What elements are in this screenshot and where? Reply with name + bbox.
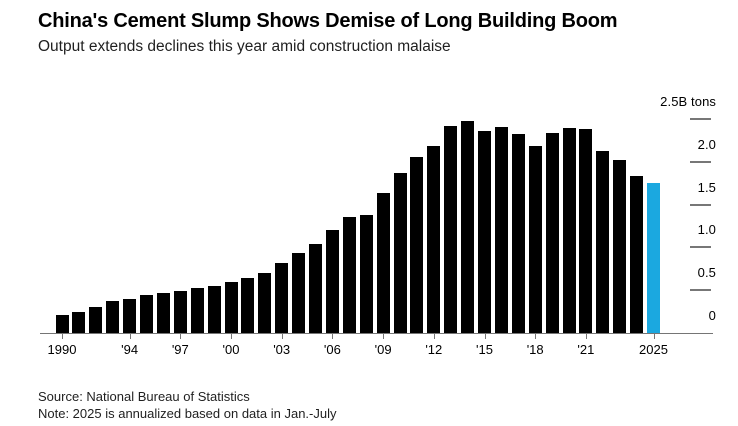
x-tick-dash bbox=[383, 334, 385, 339]
x-axis-label-1990: 1990 bbox=[47, 342, 77, 357]
y-axis-label: 1.0 bbox=[697, 222, 716, 238]
bar-2009 bbox=[376, 193, 390, 333]
chart-footer: Source: National Bureau of Statistics No… bbox=[38, 389, 728, 422]
x-axis-label-2012: '12 bbox=[425, 342, 443, 357]
bar-2024 bbox=[630, 176, 644, 333]
bar-2014 bbox=[461, 120, 475, 333]
bar-1995 bbox=[140, 295, 153, 333]
bar-2012 bbox=[427, 146, 441, 333]
y-axis-label: 0.5 bbox=[697, 265, 716, 281]
y-axis-label: 2.0 bbox=[697, 136, 716, 152]
x-axis-label-1994: '94 bbox=[121, 342, 139, 357]
x-axis-label-2018: '18 bbox=[526, 342, 544, 357]
annualized-note: Note: 2025 is annualized based on data i… bbox=[38, 405, 337, 421]
y-tick-dash bbox=[690, 160, 711, 163]
bar-2002 bbox=[258, 273, 272, 333]
bar-2023 bbox=[613, 160, 627, 333]
bar-2004 bbox=[292, 252, 306, 333]
bar-2018 bbox=[528, 146, 542, 333]
bar-1999 bbox=[207, 285, 221, 333]
bar-2001 bbox=[241, 278, 255, 333]
bar-2011 bbox=[410, 156, 424, 333]
bar-2005 bbox=[309, 243, 322, 333]
y-tick-dash bbox=[690, 289, 711, 292]
bar-2016 bbox=[494, 126, 508, 333]
x-tick-dash bbox=[62, 334, 63, 339]
y-tick-dash bbox=[690, 246, 711, 249]
bar-2007 bbox=[342, 217, 356, 333]
bar-2019 bbox=[545, 132, 559, 333]
bar-2000 bbox=[224, 282, 238, 333]
bar-2006 bbox=[325, 230, 339, 333]
x-axis-line bbox=[40, 333, 713, 334]
x-tick-dash bbox=[332, 334, 334, 339]
x-tick-dash bbox=[433, 334, 435, 339]
x-axis-label-2021: '21 bbox=[577, 342, 595, 357]
x-axis-label-2006: '06 bbox=[323, 342, 341, 357]
bar-1996 bbox=[156, 292, 170, 333]
y-axis-label: 2.5B tons bbox=[660, 94, 716, 109]
y-tick-dash bbox=[690, 203, 711, 206]
x-tick-dash bbox=[653, 334, 655, 339]
bar-1998 bbox=[190, 288, 204, 333]
bar-1993 bbox=[106, 301, 120, 333]
bar-2020 bbox=[562, 127, 576, 333]
bar-2008 bbox=[359, 214, 373, 333]
bar-2017 bbox=[511, 133, 525, 333]
bar-2025 bbox=[647, 183, 660, 333]
source-note: Source: National Bureau of Statistics bbox=[38, 389, 250, 404]
x-tick-dash bbox=[535, 334, 537, 339]
bar-1990 bbox=[55, 315, 69, 333]
x-tick-dash bbox=[180, 334, 182, 339]
bar-1997 bbox=[173, 291, 187, 333]
bar-2015 bbox=[478, 130, 491, 333]
y-axis-label: 0 bbox=[708, 308, 716, 323]
bar-1994 bbox=[123, 298, 137, 333]
x-tick-dash bbox=[129, 334, 131, 339]
x-tick-dash bbox=[231, 334, 232, 339]
chart-title: China's Cement Slump Shows Demise of Lon… bbox=[38, 10, 618, 32]
x-tick-dash bbox=[484, 334, 486, 339]
bar-2010 bbox=[393, 172, 407, 333]
bar-2022 bbox=[596, 150, 610, 333]
x-axis-label-2003: '03 bbox=[273, 342, 291, 357]
chart-subtitle: Output extends declines this year amid c… bbox=[38, 38, 451, 55]
x-axis-label-1997: '97 bbox=[171, 342, 189, 357]
x-tick-dash bbox=[585, 334, 587, 339]
x-axis-label-2009: '09 bbox=[374, 342, 392, 357]
x-tick-dash bbox=[281, 334, 283, 339]
y-axis-label: 1.5 bbox=[697, 179, 716, 195]
bar-1992 bbox=[89, 307, 103, 333]
bar-2021 bbox=[579, 129, 593, 333]
bar-1991 bbox=[72, 311, 86, 333]
x-axis-label-2000: '00 bbox=[222, 342, 240, 357]
x-axis-label-2015: '15 bbox=[476, 342, 493, 357]
x-axis-label-2025: 2025 bbox=[639, 342, 668, 357]
bar-2003 bbox=[275, 262, 289, 333]
y-tick-dash bbox=[690, 118, 711, 120]
bar-2013 bbox=[444, 125, 458, 333]
